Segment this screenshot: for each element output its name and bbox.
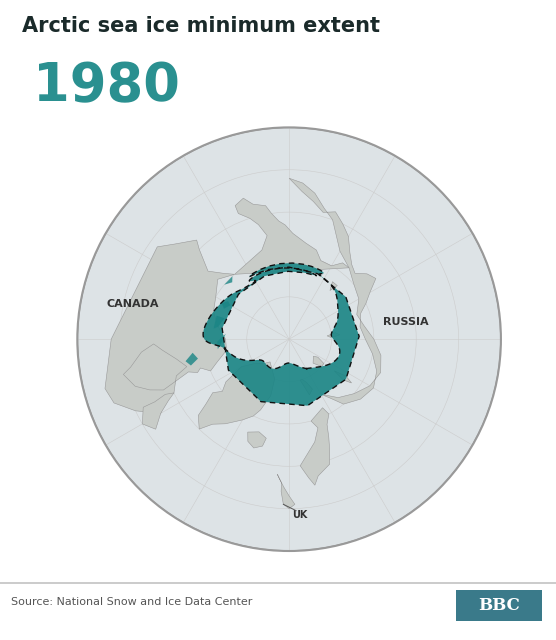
Text: RUSSIA: RUSSIA [383, 317, 429, 327]
Polygon shape [313, 356, 324, 367]
Polygon shape [214, 316, 225, 328]
Polygon shape [300, 408, 330, 485]
Polygon shape [334, 371, 351, 383]
Polygon shape [300, 380, 312, 395]
Polygon shape [203, 263, 359, 406]
Polygon shape [224, 276, 232, 285]
Polygon shape [105, 240, 235, 413]
Polygon shape [289, 178, 381, 404]
Polygon shape [198, 362, 275, 429]
Polygon shape [142, 393, 174, 429]
Polygon shape [330, 282, 337, 291]
Polygon shape [186, 353, 198, 365]
Text: CANADA: CANADA [107, 299, 159, 309]
Text: 1980: 1980 [33, 61, 180, 113]
Polygon shape [327, 333, 340, 338]
Polygon shape [277, 474, 295, 509]
Text: UK: UK [292, 510, 308, 520]
Circle shape [77, 127, 501, 551]
Text: Arctic sea ice minimum extent: Arctic sea ice minimum extent [22, 16, 380, 36]
Polygon shape [222, 301, 230, 308]
Text: BBC: BBC [478, 597, 520, 614]
Polygon shape [217, 333, 226, 349]
Text: Source: National Snow and Ice Data Center: Source: National Snow and Ice Data Cente… [11, 596, 252, 607]
Polygon shape [235, 198, 349, 275]
Polygon shape [248, 432, 266, 448]
